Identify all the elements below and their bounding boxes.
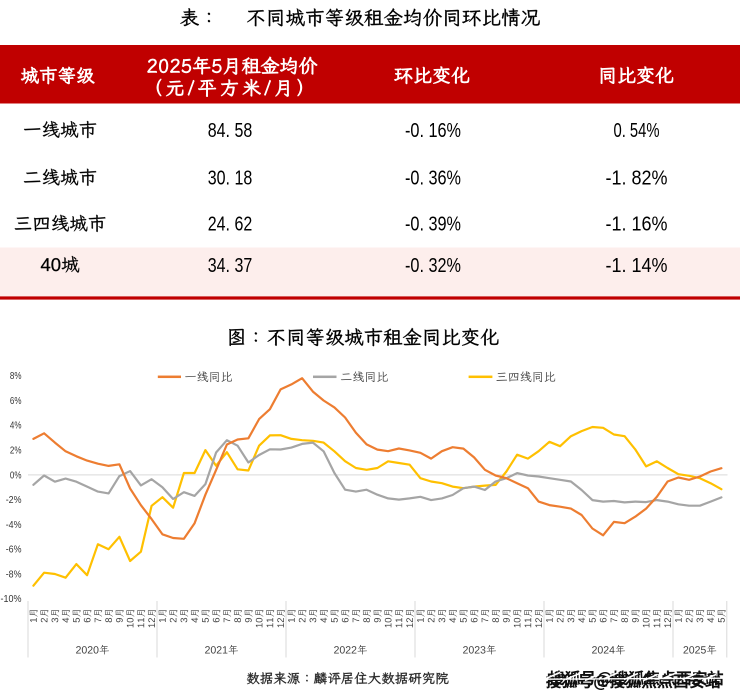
svg-text:-1. 16%: -1. 16%: [606, 214, 668, 236]
svg-text:0. 54%: 0. 54%: [614, 120, 660, 142]
svg-text:2%: 2%: [10, 445, 22, 456]
svg-text:34. 37: 34. 37: [208, 255, 253, 277]
svg-text:6%: 6%: [10, 396, 22, 407]
svg-text:-4%: -4%: [6, 520, 22, 531]
svg-text:-10%: -10%: [1, 594, 22, 605]
svg-text:-2%: -2%: [6, 495, 22, 506]
svg-text:-0. 36%: -0. 36%: [405, 168, 461, 190]
svg-text:4%: 4%: [10, 421, 22, 432]
svg-text:8%: 8%: [10, 371, 22, 382]
svg-text:-0. 32%: -0. 32%: [405, 255, 461, 277]
svg-text:0%: 0%: [10, 470, 22, 481]
svg-text:-0. 39%: -0. 39%: [405, 214, 461, 236]
svg-text:-6%: -6%: [6, 545, 22, 556]
svg-text:-1. 14%: -1. 14%: [606, 255, 668, 277]
svg-text:-8%: -8%: [6, 569, 22, 580]
svg-text:-1. 82%: -1. 82%: [606, 168, 668, 190]
svg-text:-0. 16%: -0. 16%: [405, 120, 461, 142]
svg-text:84. 58: 84. 58: [208, 120, 253, 142]
svg-text:30. 18: 30. 18: [208, 168, 253, 190]
svg-text:24. 62: 24. 62: [208, 214, 253, 236]
